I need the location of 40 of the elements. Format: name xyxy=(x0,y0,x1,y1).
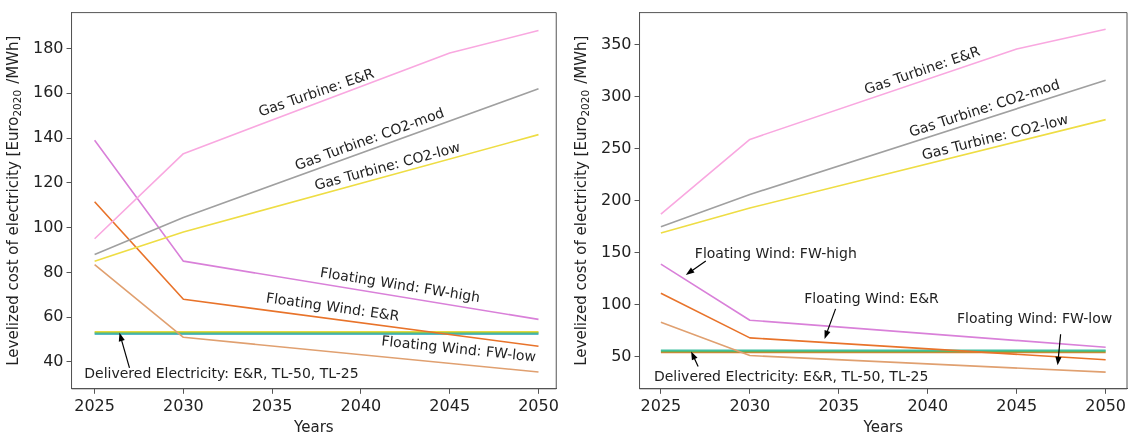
y-tick-label: 100 xyxy=(32,216,64,236)
y-tick-label: 80 xyxy=(43,261,64,281)
annotation: Floating Wind: FW-low xyxy=(380,332,537,365)
y-tick-label: 40 xyxy=(43,351,64,371)
y-tick-label: 60 xyxy=(43,306,64,326)
y-tick-label: 150 xyxy=(600,241,632,261)
y-tick-label: 180 xyxy=(32,37,64,57)
y-tick-label: 120 xyxy=(32,171,64,191)
y-axis-title: Levelized cost of electricity [Euro2020/MWh] xyxy=(3,35,24,366)
annotation: Floating Wind: E&R xyxy=(804,289,940,306)
x-tick-label: 2035 xyxy=(251,395,293,415)
x-tick-label: 2040 xyxy=(907,395,949,415)
annotation: Floating Wind: E&R xyxy=(265,289,401,324)
x-tick-label: 2040 xyxy=(340,395,382,415)
x-tick-label: 2050 xyxy=(518,395,559,415)
annotation: Gas Turbine: E&R xyxy=(862,42,983,98)
y-tick-label: 200 xyxy=(600,189,632,209)
y-tick-label: 140 xyxy=(32,127,64,147)
y-tick-label: 160 xyxy=(32,82,64,102)
annotation: Floating Wind: FW-high xyxy=(694,244,857,261)
x-tick-label: 2025 xyxy=(74,395,115,415)
annotation: Floating Wind: FW-low xyxy=(956,309,1113,326)
annotation: Gas Turbine: E&R xyxy=(256,64,377,120)
y-tick-label: 50 xyxy=(611,345,632,365)
y-tick-label: 100 xyxy=(600,293,632,313)
x-axis-title: Years xyxy=(862,417,904,436)
x-tick-label: 2025 xyxy=(640,395,682,415)
x-tick-label: 2030 xyxy=(729,395,771,415)
x-tick-label: 2030 xyxy=(163,395,204,415)
x-tick-label: 2045 xyxy=(996,395,1038,415)
x-tick-label: 2035 xyxy=(818,395,860,415)
y-tick-label: 300 xyxy=(600,85,632,105)
y-tick-label: 350 xyxy=(600,33,632,53)
annotation: Delivered Electricity: E&R, TL-50, TL-25 xyxy=(653,368,929,385)
annotation: Delivered Electricity: E&R, TL-50, TL-25 xyxy=(84,365,359,382)
y-axis-title: Levelized cost of electricity [Euro2020/MWh] xyxy=(571,35,592,366)
x-tick-label: 2050 xyxy=(1085,395,1127,415)
y-tick-label: 250 xyxy=(600,137,632,157)
x-tick-label: 2045 xyxy=(429,395,471,415)
x-axis-title: Years xyxy=(293,417,334,436)
